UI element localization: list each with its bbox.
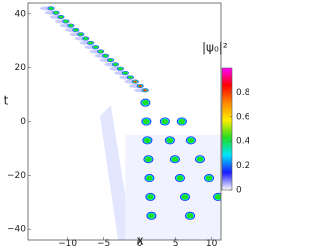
density-blob [186, 213, 194, 219]
density-blob [144, 89, 147, 91]
x-tick-label: 5 [173, 239, 179, 248]
density-blob [88, 41, 93, 45]
density-blob [214, 194, 221, 200]
density-blob [118, 67, 123, 71]
x-tick-label: −10 [58, 239, 77, 248]
chart: x t |ψ₀|² 0 0.2 0.4 0.6 0.8 −10 −5 0 5 10 −40 −20 0 2… [4, 2, 249, 248]
faint-field [125, 134, 221, 240]
y-tick-label: 20 [15, 63, 27, 73]
density-blob [134, 81, 137, 83]
density-blob [58, 15, 64, 19]
density-blob [223, 212, 231, 219]
density-blob [139, 85, 142, 87]
density-blob [187, 137, 195, 143]
density-blob [98, 50, 103, 53]
density-blob [128, 76, 133, 79]
density-blob [68, 24, 74, 27]
density-blob [144, 137, 151, 143]
density-plot [40, 6, 232, 240]
density-blob [63, 19, 69, 23]
density-blob [108, 58, 113, 62]
y-tick-label: −20 [7, 171, 26, 181]
density-blob [171, 156, 179, 162]
colorbar-tick-label: 0.2 [236, 161, 249, 171]
density-blob [93, 45, 98, 49]
faint-wave [100, 105, 133, 240]
density-blob [145, 156, 152, 162]
colorbar [221, 67, 233, 191]
density-blob [48, 7, 54, 10]
colorbar-tick-label: 0 [236, 186, 242, 196]
density-blob [123, 71, 128, 75]
y-tick-label: −40 [7, 225, 26, 235]
density-blob [222, 212, 232, 220]
density-blob [53, 11, 59, 15]
density-blob [83, 37, 89, 40]
y-tick-label: 0 [20, 117, 26, 127]
y-axis-label: t [4, 94, 9, 108]
density-blob [143, 118, 150, 125]
x-tick-label: 0 [137, 239, 143, 248]
density-blob [196, 156, 204, 162]
x-tick-label: −5 [97, 239, 110, 248]
colorbar-tick-label: 0.4 [236, 137, 249, 147]
density-blob [147, 194, 154, 200]
density-blob [73, 28, 79, 32]
density-blob [161, 118, 169, 125]
density-blob [166, 137, 174, 143]
x-axis-label: x [136, 234, 143, 248]
density-blob [176, 175, 184, 181]
density-blob [142, 100, 149, 106]
x-tick-label: 10 [206, 239, 218, 248]
colorbar-label: |ψ₀|² [202, 41, 228, 55]
colorbar-tick-label: 0.6 [236, 112, 249, 122]
density-blob [113, 63, 118, 66]
colorbar-tick-label: 0.8 [236, 88, 249, 98]
density-blob [224, 213, 231, 218]
density-blob [178, 118, 186, 125]
density-blob [205, 175, 213, 181]
y-tick-label: 40 [15, 9, 27, 19]
density-blob [181, 194, 189, 200]
density-blob [148, 213, 155, 219]
density-blob [146, 175, 153, 181]
density-blob [103, 54, 108, 58]
density-blob [78, 32, 84, 36]
